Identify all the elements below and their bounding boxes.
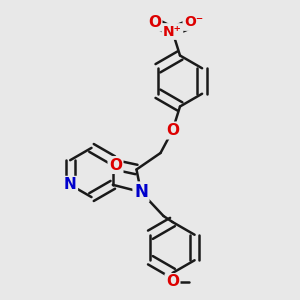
Text: O: O (166, 123, 179, 138)
Text: O: O (109, 158, 122, 172)
Text: N⁺: N⁺ (163, 25, 182, 38)
Text: N: N (134, 183, 148, 201)
Text: O⁻: O⁻ (184, 16, 203, 29)
Text: N: N (64, 177, 76, 192)
Text: O: O (166, 274, 179, 290)
Text: O: O (148, 15, 161, 30)
